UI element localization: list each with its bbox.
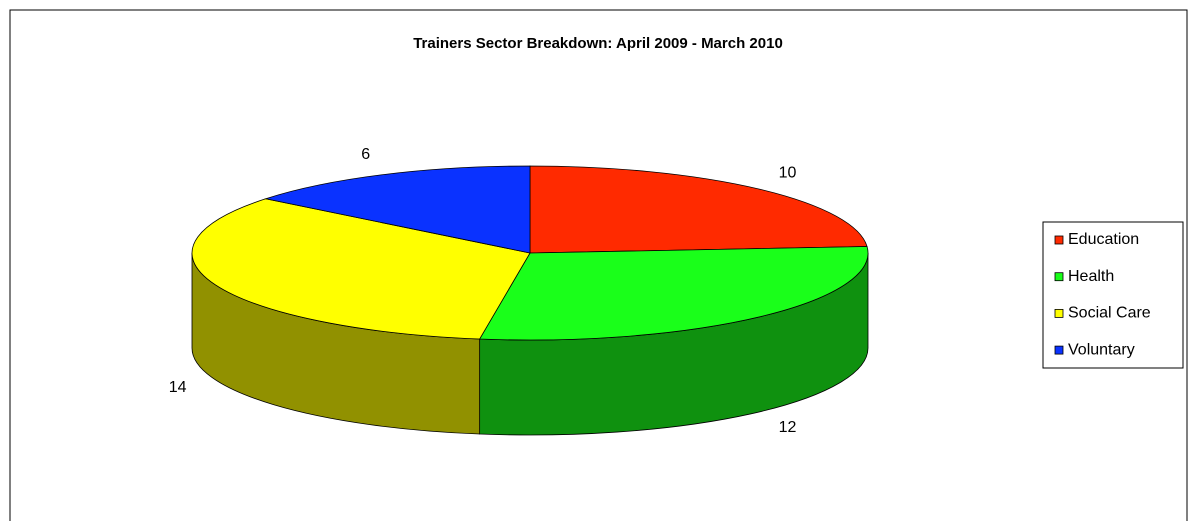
legend-swatch [1054,272,1064,282]
legend-label: Voluntary [1068,341,1135,358]
chart-title: Trainers Sector Breakdown: April 2009 - … [413,35,783,52]
legend-label: Health [1068,268,1114,285]
data-label: 12 [779,419,797,436]
legend-swatch [1054,235,1064,245]
legend-box [1042,221,1184,369]
legend-label: Social Care [1068,305,1151,322]
legend-label: Education [1068,231,1139,248]
pie-slice [191,198,531,340]
data-label: 6 [361,146,370,163]
pie-slice [529,165,868,254]
data-label: 10 [779,164,797,181]
pie-slice [478,246,869,341]
legend-swatch [1054,308,1064,318]
legend-swatch [1054,345,1064,355]
data-label: 14 [169,379,187,396]
pie-slice [264,165,531,254]
